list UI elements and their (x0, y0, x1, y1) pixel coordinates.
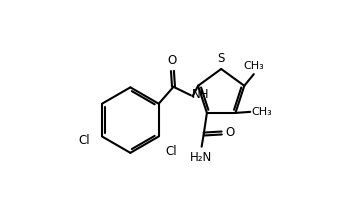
Text: CH₃: CH₃ (251, 107, 272, 117)
Text: S: S (217, 52, 225, 65)
Text: CH₃: CH₃ (243, 61, 264, 71)
Text: H₂N: H₂N (189, 150, 212, 163)
Text: O: O (225, 126, 235, 140)
Text: O: O (168, 54, 177, 67)
Text: Cl: Cl (79, 134, 90, 147)
Text: Cl: Cl (165, 145, 177, 158)
Text: NH: NH (192, 88, 210, 101)
